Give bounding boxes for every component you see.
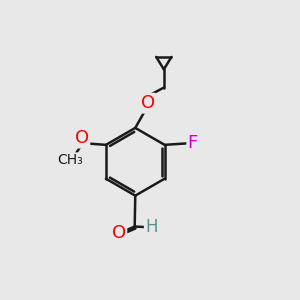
Text: F: F bbox=[188, 134, 198, 152]
Text: O: O bbox=[75, 129, 89, 147]
Text: O: O bbox=[112, 224, 126, 242]
Text: CH₃: CH₃ bbox=[58, 154, 83, 167]
Text: H: H bbox=[145, 218, 158, 236]
Text: O: O bbox=[141, 94, 155, 112]
